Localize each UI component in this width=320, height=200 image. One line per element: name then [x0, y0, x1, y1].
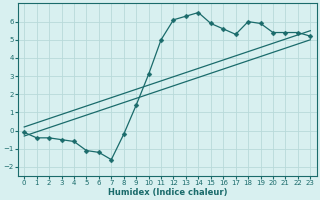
X-axis label: Humidex (Indice chaleur): Humidex (Indice chaleur): [108, 188, 227, 197]
